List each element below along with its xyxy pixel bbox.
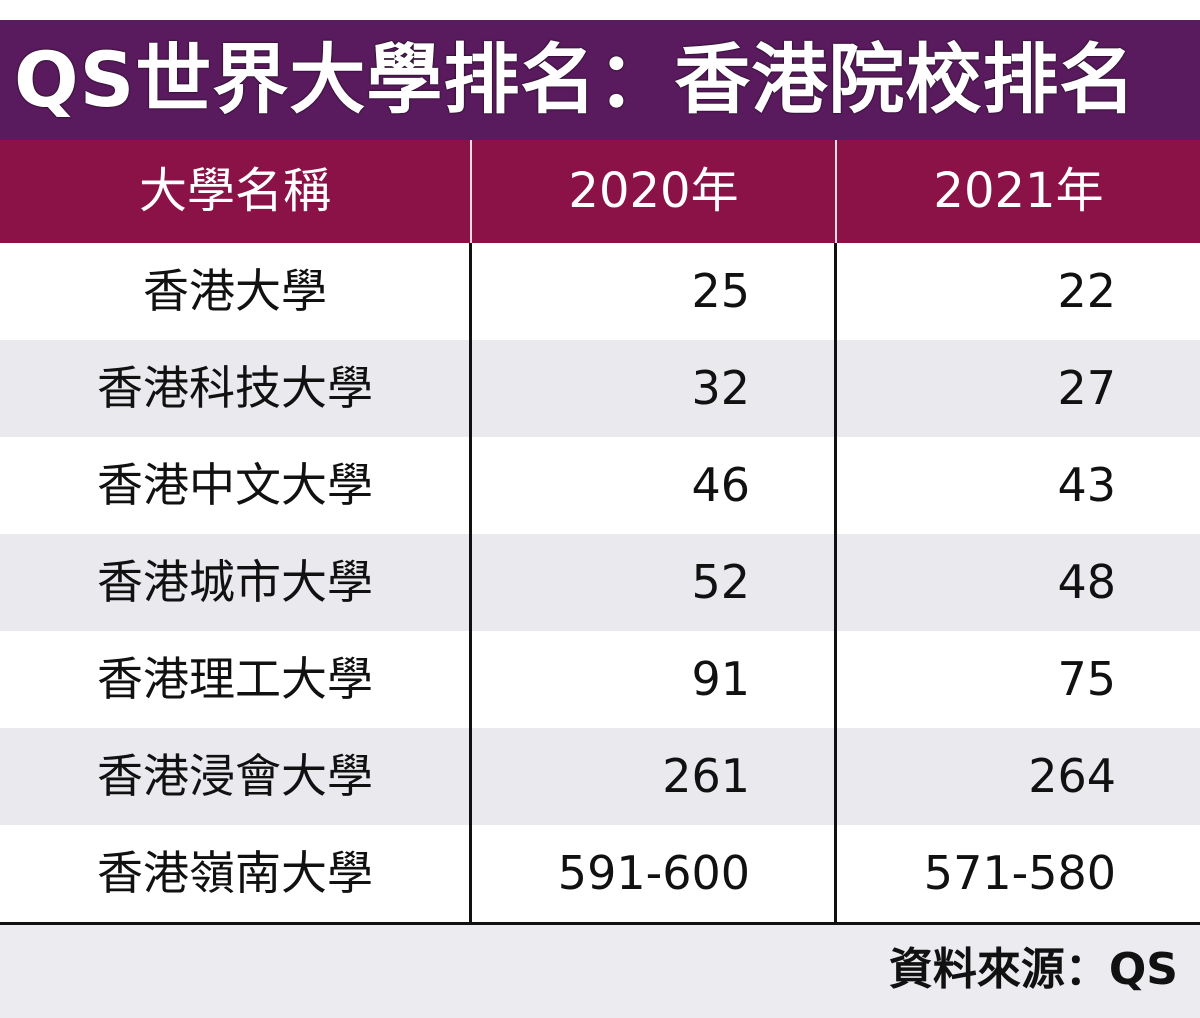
table-row: 香港嶺南大學 591-600 571-580 [0,825,1200,922]
column-divider-2 [834,243,837,925]
university-name-cell: 香港大學 [143,264,327,318]
rank-2020-cell: 32 [691,361,750,415]
university-name-cell: 香港城市大學 [97,555,373,609]
rank-2021-cell: 75 [1057,652,1116,706]
table-row: 香港科技大學 32 27 [0,340,1200,437]
title-band [0,0,1200,140]
rank-2020-cell: 46 [691,458,750,512]
header-row: 大學名稱 2020年 2021年 [0,140,1200,243]
rank-2020-cell: 52 [691,555,750,609]
university-name-cell: 香港理工大學 [97,652,373,706]
column-divider-1 [469,243,472,925]
header-divider-1 [470,140,472,243]
rank-2021-cell: 571-580 [923,846,1116,900]
table-title: QS世界大學排名：香港院校排名 [14,35,1137,124]
rank-2021-cell: 27 [1057,361,1116,415]
rank-2020-cell: 591-600 [557,846,750,900]
rank-2021-cell: 22 [1057,264,1116,318]
column-header-university: 大學名稱 [138,163,331,219]
table-row: 香港理工大學 91 75 [0,631,1200,728]
source-note: 資料來源：QS [888,944,1178,995]
table-row: 香港城市大學 52 48 [0,534,1200,631]
column-header-2020: 2020年 [568,163,739,219]
university-name-cell: 香港浸會大學 [97,749,373,803]
rank-2021-cell: 264 [1028,749,1116,803]
rank-2020-cell: 25 [691,264,750,318]
university-name-cell: 香港嶺南大學 [97,846,373,900]
rank-2021-cell: 43 [1057,458,1116,512]
table-row: 香港大學 25 22 [0,243,1200,340]
rank-2020-cell: 91 [691,652,750,706]
university-name-cell: 香港中文大學 [97,458,373,512]
university-name-cell: 香港科技大學 [97,361,373,415]
footer-band [0,925,1200,1018]
header-divider-2 [835,140,837,243]
table-bottom-border [0,922,1200,925]
table-row: 香港中文大學 46 43 [0,437,1200,534]
table-row: 香港浸會大學 261 264 [0,728,1200,825]
rank-2020-cell: 261 [662,749,750,803]
column-header-2021: 2021年 [933,163,1104,219]
rank-2021-cell: 48 [1057,555,1116,609]
